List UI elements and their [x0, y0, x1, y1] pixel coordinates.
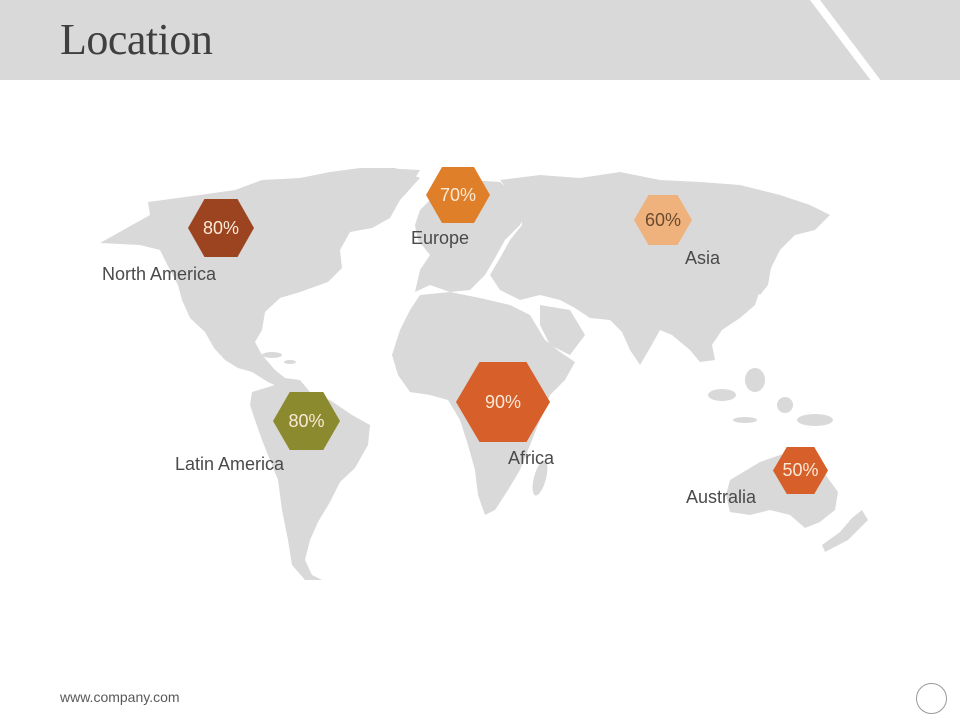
africa-label: Africa: [508, 448, 555, 468]
latin-america-label: Latin America: [175, 454, 285, 474]
map-north-america: [100, 168, 420, 392]
australia-value: 50%: [782, 460, 819, 480]
australia-value-badge: 50%: [773, 447, 828, 494]
north-america-label: North America: [102, 264, 217, 284]
asia-label: Asia: [685, 248, 721, 268]
footer-url: www.company.com: [60, 689, 180, 705]
asia-value: 60%: [644, 209, 682, 230]
africa-value: 90%: [484, 391, 522, 412]
australia-label: Australia: [686, 487, 757, 507]
footer-circle-icon: [916, 683, 947, 714]
page-title: Location: [60, 15, 213, 64]
north-america-value: 80%: [202, 217, 240, 238]
latin-america-value: 80%: [288, 410, 325, 431]
north-america-value-badge: 80%: [188, 199, 254, 257]
map-asia: [490, 172, 830, 365]
europe-value: 70%: [439, 184, 477, 205]
map-greenland: [335, 168, 420, 210]
header-slash-decoration: [810, 0, 882, 82]
asia-value-badge: 60%: [634, 195, 692, 245]
map-south-america: [250, 385, 370, 580]
europe-label: Europe: [411, 228, 470, 248]
header-bar: [0, 0, 960, 80]
